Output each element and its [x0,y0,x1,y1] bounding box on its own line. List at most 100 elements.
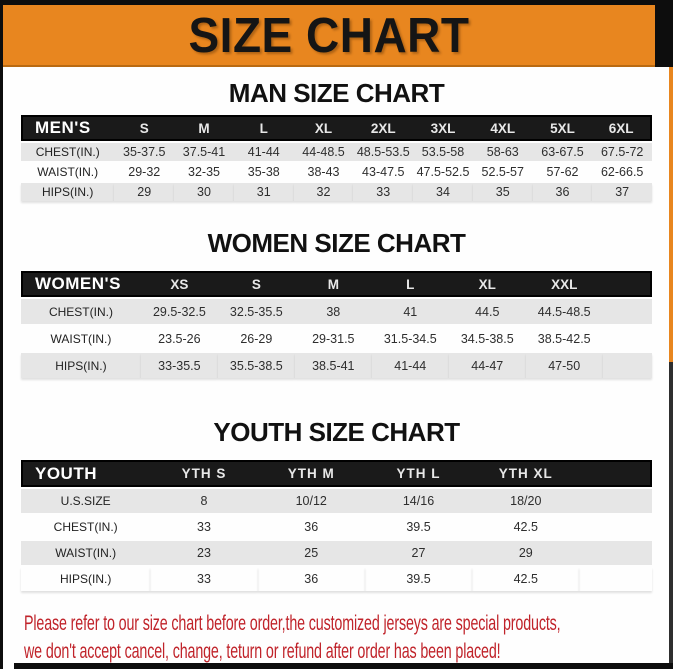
cell: 67.5-72 [592,143,652,161]
column-header [579,460,652,487]
cell: 35-37.5 [114,143,175,161]
cell: 36 [532,183,593,201]
cell [602,299,652,324]
cell: 47.5-52.5 [416,165,470,179]
table-row: WAIST(IN.) 29-32 32-35 35-38 38-43 43-47.5 47.… [21,163,652,181]
column-header: YTH S [150,460,258,487]
table-row: WAIST(IN.) 23 25 27 29 [21,541,652,565]
right-edge-orange-stripe [669,67,673,362]
cell: 29.5-32.5 [140,299,218,324]
cell: 25 [257,541,365,565]
section-heading-women: WOMEN SIZE CHART [207,228,466,258]
cell: 30 [174,183,234,201]
cell [579,515,652,539]
table-row: HIPS(IN.) 33 36 39.5 42.5 [21,567,652,591]
top-border-strip [0,0,673,5]
cell: 63-67.5 [532,143,593,161]
cell: 32 [293,183,354,201]
cell: 44.5-48.5 [525,299,603,324]
cell: 27 [364,541,473,565]
table-row: CHEST(IN.) 33 36 39.5 42.5 [21,515,652,539]
order-notice: Please refer to our size chart before or… [24,610,669,666]
left-border-strip [0,0,3,669]
cell: 38.5-42.5 [537,331,591,346]
cell: 44.5 [448,299,526,324]
header-row: WOMEN'S XS S M L XL XXL [21,271,652,297]
cell: 42.5 [472,567,579,591]
column-header: L [371,271,449,297]
cell: 33-35.5 [140,353,218,378]
cell: 43-47.5 [362,165,405,179]
column-header: YTH L [364,460,473,487]
cell: 34 [413,183,473,201]
section-heading-youth: YOUTH SIZE CHART [213,417,460,447]
section-heading-man: MAN SIZE CHART [228,78,445,108]
cell: 38-43 [307,165,340,179]
cell: 33 [197,520,211,534]
cell: 33 [353,183,414,201]
cell: 58-63 [472,143,533,161]
row-label: CHEST(IN.) [21,299,141,324]
row-label: HIPS(IN.) [21,353,141,378]
cell: 29-31.5 [312,331,355,346]
column-header: YOUTH [21,460,151,487]
cell: 34.5-38.5 [460,331,514,346]
column-header: XL [448,271,526,297]
cell: 29 [114,183,175,201]
cell [579,541,652,565]
cell: 31 [233,183,294,201]
cell: 62-66.5 [600,165,644,179]
cell: 31.5-34.5 [383,331,437,346]
cell: 14/16 [364,489,473,513]
cell: 32.5-35.5 [217,299,295,324]
column-header: XXL [525,271,603,297]
cell: 44-48.5 [293,143,354,161]
row-label: CHEST(IN.) [21,143,115,161]
youth-size-table: YOUTH YTH S YTH M YTH L YTH XL U.S.SIZE 8 10/12… [21,458,652,593]
cell: 23 [150,541,258,565]
cell: 29 [472,541,580,565]
cell: 38.5-41 [294,353,372,378]
men-size-table: MEN'S S M L XL 2XL 3XL 4XL 5XL 6XL CHEST(IN.) 35-37… [21,113,652,203]
row-label: WAIST(IN.) [21,541,151,565]
cell: 39.5 [365,567,472,591]
cell: 41 [371,299,449,324]
row-label: WAIST(IN.) [37,165,99,179]
top-right-corner-strip [655,0,673,67]
cell: 37 [592,183,652,201]
cell: 41-44 [233,143,294,161]
column-header: M [174,115,234,141]
cell: 44-47 [448,353,526,378]
cell: 42.5 [513,520,538,534]
cell: 41-44 [371,353,449,378]
title-banner: SIZE CHART [3,5,655,67]
cell: 52.5-57 [481,165,524,179]
cell: 37.5-41 [174,143,234,161]
cell [602,353,652,378]
cell: 36 [258,567,365,591]
column-header: YTH M [257,460,365,487]
cell: 10/12 [257,489,365,513]
column-header: S [217,271,295,297]
column-header: XL [293,115,354,141]
women-size-table: WOMEN'S XS S M L XL XXL CHEST(IN.) 29.5-32.5 32.5… [21,269,652,380]
column-header: XS [140,271,218,297]
column-header: L [233,115,294,141]
column-header: M [294,271,372,297]
cell: 57-62 [546,165,579,179]
notice-line-2: we don't accept cancel, change, teturn o… [24,640,501,663]
bottom-border-strip [14,663,673,669]
table-row: CHEST(IN.) 35-37.5 37.5-41 41-44 44-48.5 48.5… [21,143,652,161]
column-header: WOMEN'S [21,271,141,297]
table-row: WAIST(IN.) 23.5-26 26-29 29-31.5 31.5-34.5 34… [21,326,652,351]
cell: 33 [150,567,257,591]
cell: 48.5-53.5 [353,143,414,161]
row-label: HIPS(IN.) [21,183,115,201]
column-header: 2XL [353,115,414,141]
column-header: 6XL [592,115,652,141]
cell [603,326,652,351]
right-edge-dark-stripe [669,362,673,669]
cell: 18/20 [472,489,580,513]
page-title: SIZE CHART [188,7,470,63]
cell: 35-38 [247,165,280,179]
